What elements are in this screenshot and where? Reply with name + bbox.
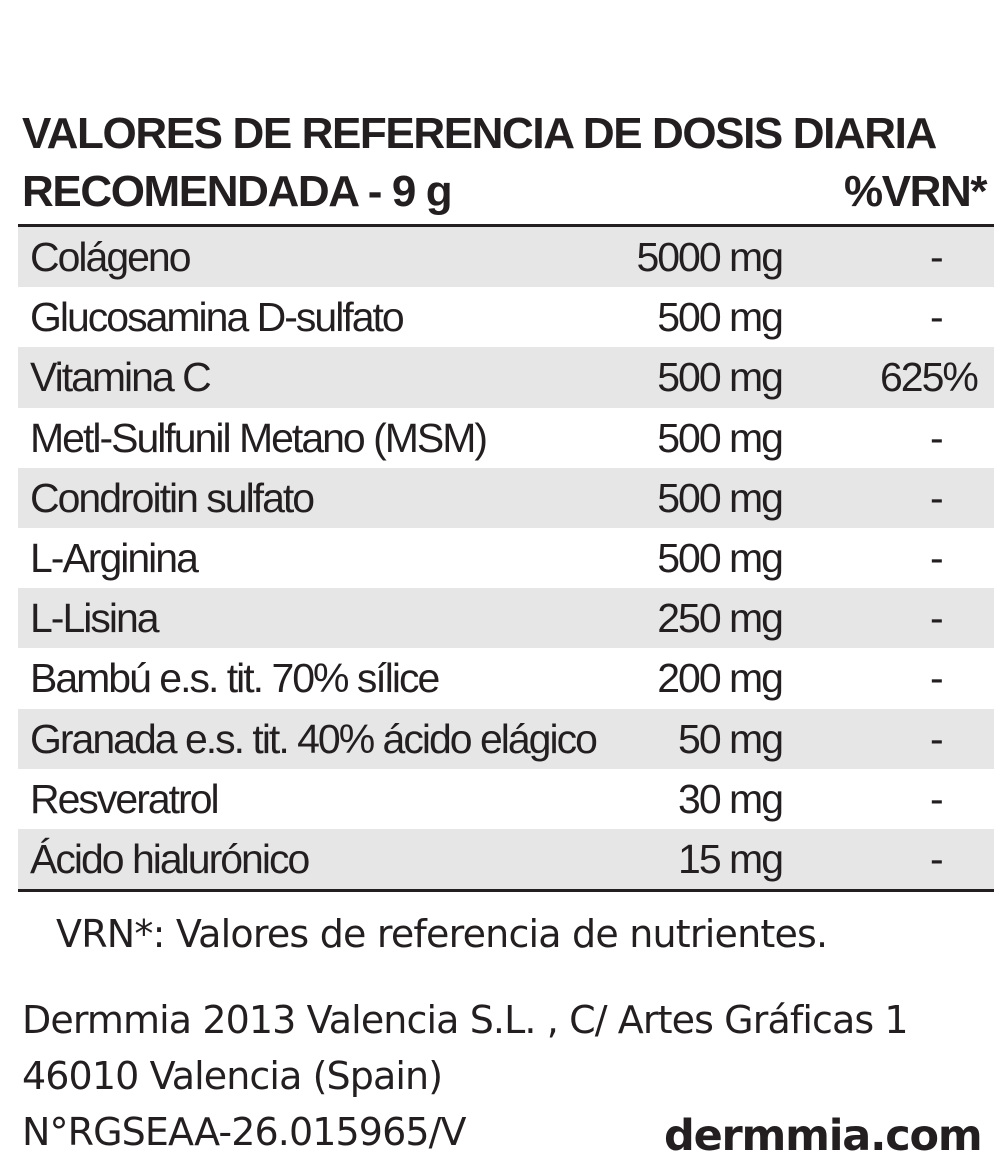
heading-line-2: RECOMENDADA - 9 g <box>22 167 453 216</box>
ingredient-vrn: - <box>930 595 944 642</box>
ingredient-vrn: - <box>930 474 944 521</box>
table-row: Colágeno 5000 mg - <box>18 227 994 288</box>
table-row: L-Lisina 250 mg - <box>18 588 994 649</box>
address-line-2: 46010 Valencia (Spain) <box>22 1054 443 1098</box>
ingredient-amount: 5000 mg <box>636 234 784 280</box>
table-row: Bambú e.s. tit. 70% sílice 200 mg - <box>18 648 994 708</box>
ingredient-name: L-Arginina <box>30 534 199 581</box>
ingredient-amount: 250 mg <box>657 595 784 642</box>
ingredient-vrn: - <box>930 534 944 581</box>
ingredient-vrn: - <box>930 414 944 461</box>
company-address: Dermmia 2013 Valencia S.L. , C/ Artes Gr… <box>22 992 994 1160</box>
table-row: Condroitin sulfato 500 mg - <box>18 467 994 528</box>
ingredient-vrn: 625% <box>880 354 979 401</box>
table-row: L-Arginina 500 mg - <box>18 528 994 588</box>
ingredient-vrn: - <box>930 835 944 882</box>
address-line-1: Dermmia 2013 Valencia S.L. , C/ Artes Gr… <box>22 998 909 1042</box>
nutrition-table: Colágeno 5000 mg - Glucosamina D-sulfato… <box>18 227 994 889</box>
ingredient-amount: 30 mg <box>678 775 784 822</box>
ingredient-amount: 15 mg <box>678 835 784 882</box>
vrn-footnote: VRN*: Valores de referencia de nutriente… <box>56 912 828 956</box>
ingredient-name: Glucosamina D-sulfato <box>30 294 405 341</box>
vrn-column-heading: %VRN* <box>844 167 988 216</box>
ingredient-name: L-Lisina <box>30 595 160 642</box>
table-heading: VALORES DE REFERENCIA DE DOSIS DIARIA RE… <box>22 106 994 224</box>
ingredient-vrn: - <box>930 775 944 822</box>
ingredient-vrn: - <box>930 715 944 762</box>
ingredient-vrn: - <box>930 655 944 702</box>
ingredient-name: Condroitin sulfato <box>30 474 315 521</box>
ingredient-name: Ácido hialurónico <box>30 835 310 882</box>
website-url: dermmia.com <box>664 1111 983 1161</box>
table-row: Glucosamina D-sulfato 500 mg - <box>18 287 994 347</box>
ingredient-vrn: - <box>930 234 944 280</box>
ingredient-amount: 500 mg <box>657 414 784 461</box>
table-row: Granada e.s. tit. 40% ácido elágico 50 m… <box>18 708 994 769</box>
table-row: Resveratrol 30 mg - <box>18 769 994 829</box>
registration-number: N°RGSEAA-26.015965/V <box>22 1110 467 1154</box>
table-bottom-rule <box>18 889 994 892</box>
ingredient-amount: 50 mg <box>678 715 784 762</box>
ingredient-amount: 500 mg <box>657 534 784 581</box>
ingredient-amount: 500 mg <box>657 294 784 341</box>
ingredient-name: Colágeno <box>30 234 192 280</box>
ingredient-name: Resveratrol <box>30 775 220 822</box>
ingredient-name: Bambú e.s. tit. 70% sílice <box>30 655 440 702</box>
ingredient-vrn: - <box>930 294 944 341</box>
ingredient-name: Vitamina C <box>30 354 212 401</box>
ingredient-amount: 500 mg <box>657 354 784 401</box>
table-row: Metl-Sulfunil Metano (MSM) 500 mg - <box>18 408 994 468</box>
heading-line-1: VALORES DE REFERENCIA DE DOSIS DIARIA <box>22 109 937 158</box>
table-row: Ácido hialurónico 15 mg - <box>18 828 994 889</box>
table-row: Vitamina C 500 mg 625% <box>18 347 994 408</box>
ingredient-amount: 500 mg <box>657 474 784 521</box>
ingredient-name: Metl-Sulfunil Metano (MSM) <box>30 414 488 461</box>
table-top-rule <box>18 224 994 227</box>
ingredient-name: Granada e.s. tit. 40% ácido elágico <box>30 715 598 762</box>
ingredient-amount: 200 mg <box>657 655 784 702</box>
